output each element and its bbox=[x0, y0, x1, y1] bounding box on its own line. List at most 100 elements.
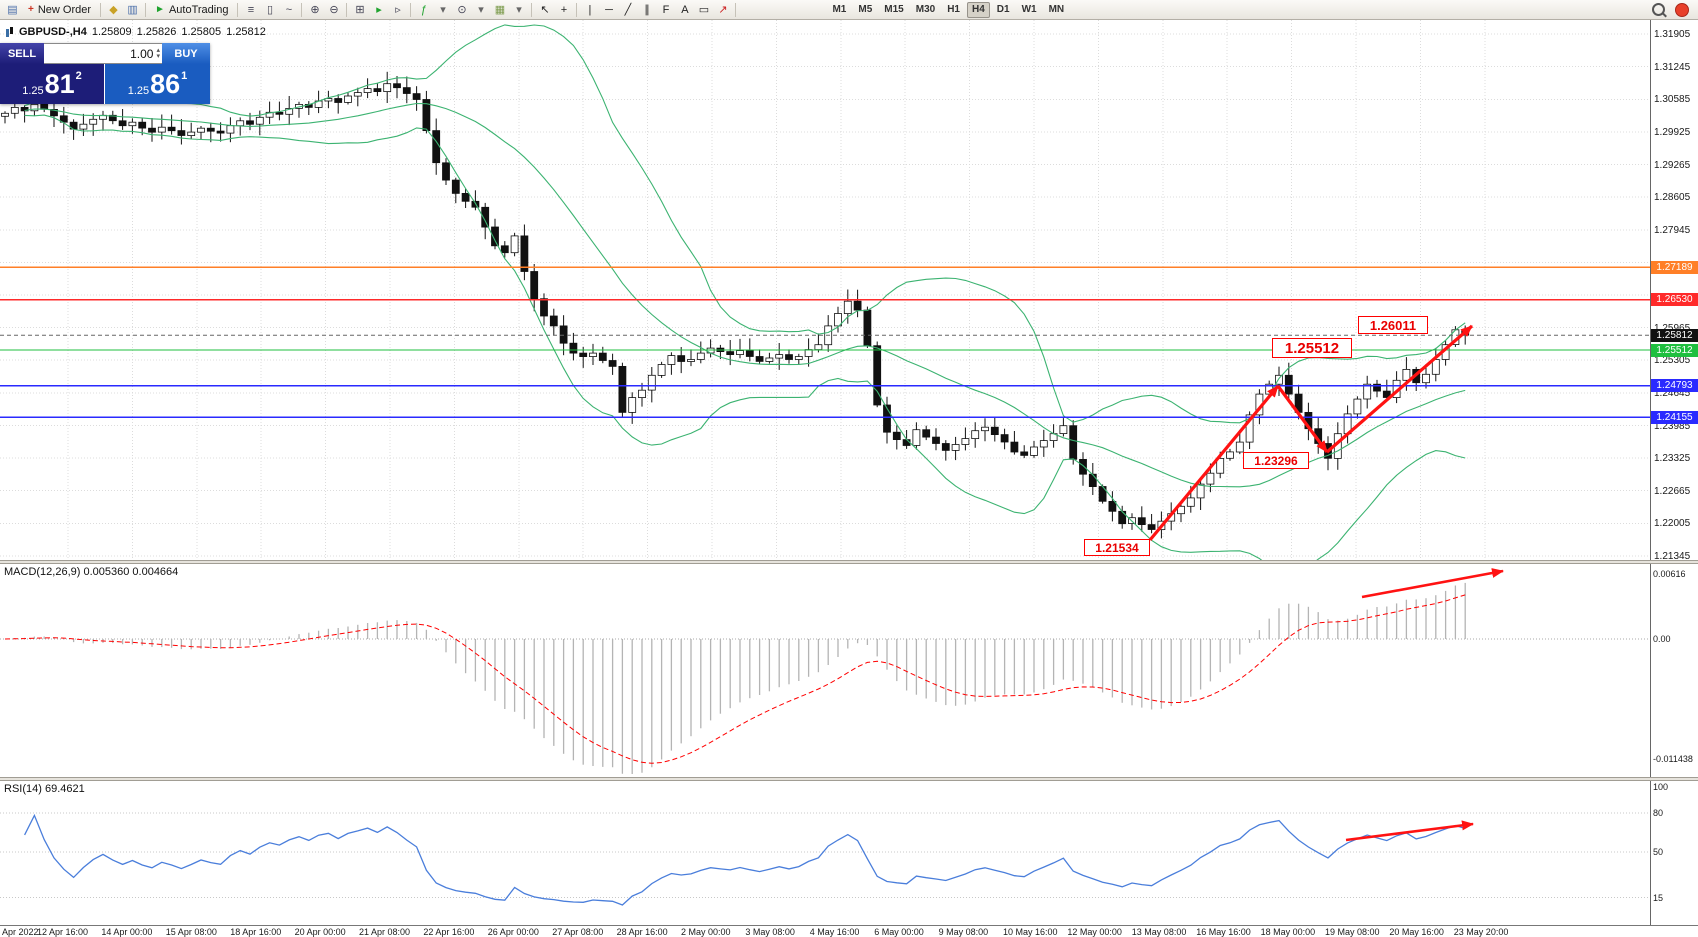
buy-price-small: 1.25 bbox=[127, 85, 150, 97]
volume-stepper[interactable]: ▴ ▾ bbox=[156, 46, 160, 60]
autotrading-button[interactable]: ► AutoTrading bbox=[149, 1, 234, 18]
price-tick: 1.30585 bbox=[1654, 94, 1691, 106]
time-label: 13 May 08:00 bbox=[1131, 927, 1187, 937]
new-order-button[interactable]: + New Order bbox=[22, 1, 97, 18]
timeframe-H1[interactable]: H1 bbox=[947, 3, 960, 15]
buy-price-display[interactable]: 1.25 86 1 bbox=[105, 64, 210, 104]
volume-down-icon[interactable]: ▾ bbox=[156, 52, 160, 60]
tile-windows-icon[interactable]: ⊞ bbox=[355, 3, 365, 16]
buy-price-sup: 1 bbox=[181, 70, 188, 82]
macd-axis-label: 0.00616 bbox=[1653, 569, 1686, 580]
indicators-dropdown-icon[interactable]: ▾ bbox=[440, 3, 446, 16]
horizontal-line-icon[interactable]: ─ bbox=[605, 3, 613, 16]
timeframe-W1[interactable]: W1 bbox=[1021, 3, 1037, 15]
time-label: 2 May 00:00 bbox=[681, 927, 731, 937]
templates-icon[interactable]: ▦ bbox=[494, 3, 506, 16]
label-icon[interactable]: ▭ bbox=[698, 3, 710, 16]
rsi-trend-arrow[interactable] bbox=[1345, 820, 1474, 842]
templates-dropdown-icon[interactable]: ▾ bbox=[516, 3, 522, 16]
chart-shift-icon[interactable]: ▹ bbox=[395, 3, 401, 16]
trend-arrows[interactable] bbox=[1148, 324, 1474, 542]
sell-button[interactable]: SELL bbox=[0, 43, 44, 64]
time-label: 4 May 16:00 bbox=[809, 927, 860, 937]
price-tick: 1.22005 bbox=[1654, 518, 1691, 530]
rsi-chart bbox=[0, 812, 1650, 906]
price-badge-1.24155: 1.24155 bbox=[1651, 410, 1698, 424]
timeframe-M5[interactable]: M5 bbox=[858, 3, 873, 15]
candlestick-chart-icon[interactable]: ▯ bbox=[266, 3, 273, 16]
price-tick: 1.21345 bbox=[1654, 551, 1691, 562]
timeframe-M30[interactable]: M30 bbox=[915, 3, 936, 15]
macd-signal-line bbox=[4, 594, 1466, 764]
indicators-icon[interactable]: ƒ bbox=[420, 3, 428, 16]
time-label: 10 May 16:00 bbox=[1003, 927, 1058, 937]
chart-window-icon[interactable]: ▤ bbox=[7, 3, 18, 16]
timeframe-MN[interactable]: MN bbox=[1048, 3, 1065, 15]
timeframe-M1[interactable]: M1 bbox=[832, 3, 847, 15]
text-icon[interactable]: A bbox=[681, 3, 689, 16]
autotrading-button-label: AutoTrading bbox=[168, 3, 229, 16]
line-chart-icon[interactable]: ~ bbox=[285, 3, 293, 16]
toolbar: ▤ + New Order ◆ ▥ ► AutoTrading ≡ ▯ ~ ⊕ ⊖ ⊞ ▸ ▹ ƒ ▾ ⊙ ▾ ▦ ▾ ↖… bbox=[0, 0, 1698, 20]
cursor-icon[interactable]: ↖ bbox=[540, 3, 550, 16]
macd-trend-arrow[interactable] bbox=[1361, 568, 1504, 599]
macd-axis-label: -0.011438 bbox=[1653, 754, 1693, 765]
bar-chart-icon[interactable]: ≡ bbox=[247, 3, 255, 16]
new-order-button-icon: + bbox=[28, 4, 34, 15]
ohlc-open: 1.25809 bbox=[91, 26, 132, 38]
time-label: 18 May 00:00 bbox=[1260, 927, 1316, 937]
rsi-axis-label: 50 bbox=[1653, 847, 1664, 857]
vertical-line-icon[interactable]: | bbox=[588, 3, 592, 16]
price-chart-panel[interactable] bbox=[0, 20, 1650, 560]
time-label: 26 Apr 00:00 bbox=[487, 927, 539, 937]
volume-input[interactable]: 1.00 ▴ ▾ bbox=[44, 43, 162, 64]
price-axis[interactable]: 1.31905 1.31245 1.30585 1.29925 1.29265 1.286… bbox=[1650, 20, 1698, 562]
price-tick: 1.31905 bbox=[1654, 29, 1691, 40]
time-label: 15 Apr 08:00 bbox=[165, 927, 217, 937]
arrows-tool-icon[interactable]: ↗ bbox=[718, 3, 728, 16]
auto-scroll-icon[interactable]: ▸ bbox=[376, 3, 382, 16]
toolbar-separator bbox=[410, 2, 412, 17]
candlestick-chart[interactable] bbox=[0, 20, 1650, 560]
sell-price-small: 1.25 bbox=[22, 85, 44, 97]
crosshair-icon[interactable]: + bbox=[560, 3, 568, 16]
sell-price-display[interactable]: 1.25 81 2 bbox=[0, 64, 105, 104]
alert-icon[interactable] bbox=[1675, 2, 1689, 17]
channel-icon[interactable]: ∥ bbox=[644, 3, 650, 16]
price-tick: 1.27945 bbox=[1654, 224, 1691, 236]
horizontal-level-lines[interactable] bbox=[0, 266, 1650, 418]
search-icon[interactable] bbox=[1652, 3, 1665, 16]
zoom-in-icon[interactable]: ⊕ bbox=[310, 3, 320, 16]
macd-axis: 0.00616 0.00 -0.011438 bbox=[1650, 564, 1698, 777]
sell-price-sup: 2 bbox=[75, 70, 82, 82]
timeframe-M15[interactable]: M15 bbox=[884, 3, 904, 15]
fibonacci-icon[interactable]: F bbox=[662, 3, 670, 16]
timeframe-D1[interactable]: D1 bbox=[996, 3, 1010, 15]
navigator-icon[interactable]: ▥ bbox=[127, 3, 138, 16]
volume-up-icon[interactable]: ▴ bbox=[156, 46, 160, 54]
macd-label: MACD(12,26,9) 0.005360 0.004664 bbox=[4, 566, 179, 578]
buy-button[interactable]: BUY bbox=[162, 43, 210, 64]
trendline-icon[interactable]: ╱ bbox=[624, 3, 632, 16]
time-axis[interactable]: Apr 2022 12 Apr 16:00 14 Apr 00:00 15 Apr 0… bbox=[0, 925, 1698, 937]
panel-divider[interactable] bbox=[0, 560, 1698, 564]
time-label: 14 Apr 00:00 bbox=[101, 927, 153, 937]
rsi-axis-label: 15 bbox=[1653, 892, 1664, 903]
timeframe-H4[interactable]: H4 bbox=[966, 1, 990, 18]
periods-icon[interactable]: ⊙ bbox=[457, 3, 467, 16]
price-tick: 1.23985 bbox=[1654, 420, 1691, 432]
panel-divider[interactable] bbox=[0, 777, 1698, 781]
price-badge-1.27189: 1.27189 bbox=[1651, 260, 1698, 274]
rsi-panel[interactable] bbox=[0, 781, 1650, 925]
time-label: 27 Apr 08:00 bbox=[552, 927, 604, 937]
price-badge-1.26530: 1.26530 bbox=[1651, 293, 1698, 307]
periods-dropdown-icon[interactable]: ▾ bbox=[478, 3, 484, 16]
buy-price-big: 86 bbox=[150, 69, 181, 99]
new-order-button-label: New Order bbox=[37, 3, 92, 16]
macd-chart bbox=[0, 568, 1650, 774]
macd-panel[interactable] bbox=[0, 564, 1650, 777]
metaeditor-icon[interactable]: ◆ bbox=[109, 3, 118, 16]
autotrading-button-icon: ► bbox=[155, 4, 165, 15]
toolbar-separator bbox=[145, 2, 147, 17]
zoom-out-icon[interactable]: ⊖ bbox=[329, 3, 339, 16]
